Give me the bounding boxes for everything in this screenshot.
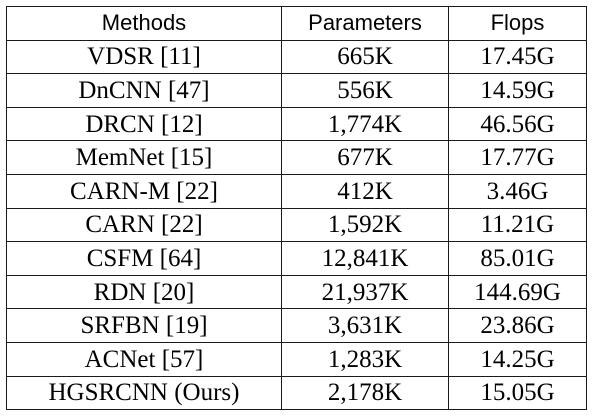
table-row: VDSR [11] 665K 17.45G — [6, 39, 587, 75]
header-parameters: Parameters — [281, 6, 449, 41]
table-row: DRCN [12] 1,774K 46.56G — [6, 106, 587, 142]
table-row: CARN [22] 1,592K 11.21G — [6, 207, 587, 243]
table-row: ACNet [57] 1,283K 14.25G — [6, 341, 587, 377]
model-complexity-table: Methods Parameters Flops VDSR [11] 665K … — [6, 6, 587, 411]
comparison-table-container: Methods Parameters Flops VDSR [11] 665K … — [6, 6, 587, 411]
method-cell: CSFM [64] — [6, 241, 282, 276]
flops-cell: 14.59G — [448, 73, 587, 108]
method-cell: SRFBN [19] — [6, 308, 282, 343]
parameters-cell: 21,937K — [281, 274, 449, 310]
parameters-cell: 1,592K — [281, 207, 449, 243]
table-row: SRFBN [19] 3,631K 23.86G — [6, 308, 587, 343]
header-flops: Flops — [448, 6, 587, 41]
table-row: CARN-M [22] 412K 3.46G — [6, 173, 587, 209]
method-cell: VDSR [11] — [6, 39, 282, 75]
table-row: RDN [20] 21,937K 144.69G — [6, 274, 587, 310]
method-cell: DRCN [12] — [6, 106, 282, 142]
table-row: MemNet [15] 677K 17.77G — [6, 140, 587, 175]
method-cell: ACNet [57] — [6, 341, 282, 377]
parameters-cell: 556K — [281, 73, 449, 108]
flops-cell: 15.05G — [448, 375, 587, 411]
method-cell: CARN [22] — [6, 207, 282, 243]
flops-cell: 17.77G — [448, 140, 587, 175]
method-cell: DnCNN [47] — [6, 73, 282, 108]
table-row: CSFM [64] 12,841K 85.01G — [6, 241, 587, 276]
flops-cell: 85.01G — [448, 241, 587, 276]
parameters-cell: 2,178K — [281, 375, 449, 411]
flops-cell: 144.69G — [448, 274, 587, 310]
flops-cell: 3.46G — [448, 173, 587, 209]
flops-cell: 23.86G — [448, 308, 587, 343]
table-row: DnCNN [47] 556K 14.59G — [6, 73, 587, 108]
parameters-cell: 677K — [281, 140, 449, 175]
flops-cell: 11.21G — [448, 207, 587, 243]
parameters-cell: 3,631K — [281, 308, 449, 343]
flops-cell: 14.25G — [448, 341, 587, 377]
method-cell: RDN [20] — [6, 274, 282, 310]
method-cell: HGSRCNN (Ours) — [6, 375, 282, 411]
table-row: HGSRCNN (Ours) 2,178K 15.05G — [6, 375, 587, 411]
parameters-cell: 412K — [281, 173, 449, 209]
method-cell: CARN-M [22] — [6, 173, 282, 209]
parameters-cell: 665K — [281, 39, 449, 75]
flops-cell: 17.45G — [448, 39, 587, 75]
flops-cell: 46.56G — [448, 106, 587, 142]
parameters-cell: 12,841K — [281, 241, 449, 276]
parameters-cell: 1,283K — [281, 341, 449, 377]
table-header-row: Methods Parameters Flops — [6, 6, 587, 41]
parameters-cell: 1,774K — [281, 106, 449, 142]
header-methods: Methods — [6, 6, 282, 41]
method-cell: MemNet [15] — [6, 140, 282, 175]
